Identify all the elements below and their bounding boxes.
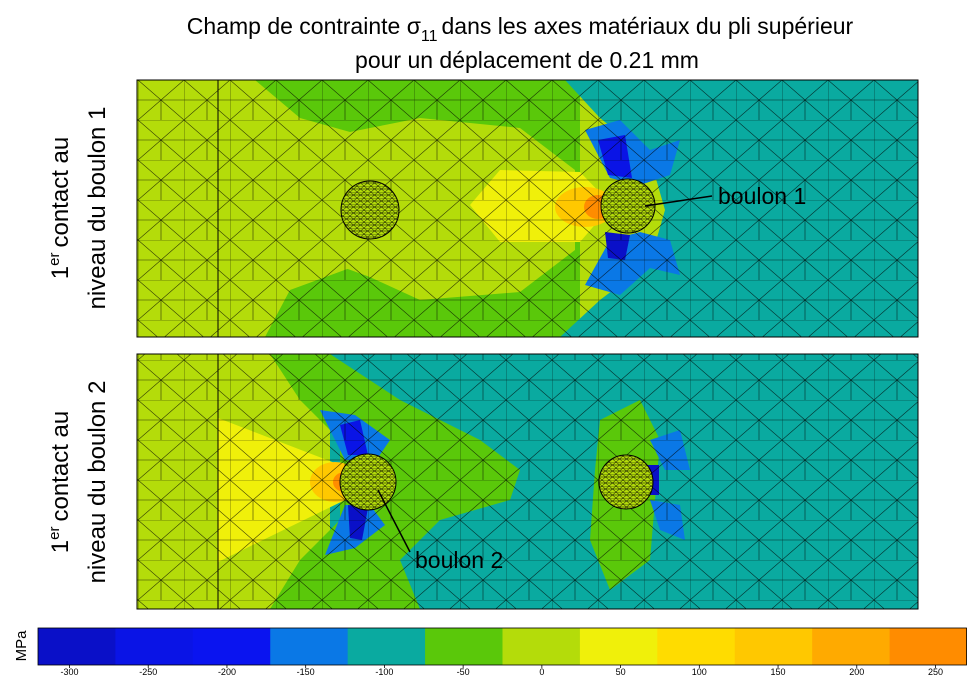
contour-panel-2	[137, 354, 918, 609]
row-label: niveau du boulon 1	[84, 107, 111, 310]
tick-label: -50	[457, 667, 470, 677]
row-label: 1er contact au	[46, 137, 74, 279]
tick-label: -150	[297, 667, 315, 677]
color-level	[579, 628, 658, 665]
label-superscript: er	[46, 527, 63, 540]
color-level	[734, 628, 813, 665]
label-line: contact au	[47, 411, 74, 522]
label-line: contact au	[47, 137, 74, 248]
color-level	[347, 628, 426, 665]
color-level	[889, 628, 967, 665]
row-label: 1er contact au	[46, 411, 74, 553]
row-label: niveau du boulon 2	[84, 381, 111, 584]
svg-text:1ercontact au: 1er contact au	[46, 137, 74, 279]
contour-panel-1	[137, 80, 918, 337]
colorbar: -300 -250 -200 -150 -100 -50 0 50 100 150 200 250	[37, 627, 967, 677]
color-level	[812, 628, 891, 665]
tick-label: 100	[692, 667, 707, 677]
color-level	[115, 628, 194, 665]
panel-frame	[136, 353, 919, 610]
color-level	[192, 628, 271, 665]
color-level	[502, 628, 581, 665]
title-rest: dans les axes matériaux du pli supérieur	[442, 13, 854, 39]
title-text: Champ de contrainte σ	[187, 13, 421, 39]
subtitle: pour un déplacement de 0.21 mm	[355, 47, 699, 73]
label-number: 1	[47, 266, 74, 279]
tick-label: -300	[60, 667, 78, 677]
svg-text:1ercontact au: 1er contact au	[46, 411, 74, 553]
title-subscript: 11	[421, 28, 438, 45]
tick-label: 0	[539, 667, 544, 677]
annotation: boulon 2	[415, 547, 503, 573]
label-number: 1	[47, 540, 74, 553]
tick-label: 150	[771, 667, 786, 677]
annotation-line	[377, 489, 411, 553]
label-superscript: er	[46, 253, 63, 266]
color-level	[38, 628, 116, 665]
tick-label: -100	[375, 667, 393, 677]
panel-frame	[136, 79, 919, 338]
tick-label: -200	[218, 667, 236, 677]
annotation: boulon 1	[718, 183, 806, 209]
tick-label: 250	[928, 667, 943, 677]
title: Champ de contrainte σ11 dans les axes mat…	[187, 13, 854, 45]
colorbar-unit: MPa	[13, 630, 30, 662]
color-level	[270, 628, 349, 665]
tick-label: -250	[139, 667, 157, 677]
tick-label: 200	[849, 667, 864, 677]
tick-label: 50	[616, 667, 626, 677]
color-level	[425, 628, 503, 665]
annotation-line	[644, 195, 713, 207]
color-level	[657, 628, 736, 665]
